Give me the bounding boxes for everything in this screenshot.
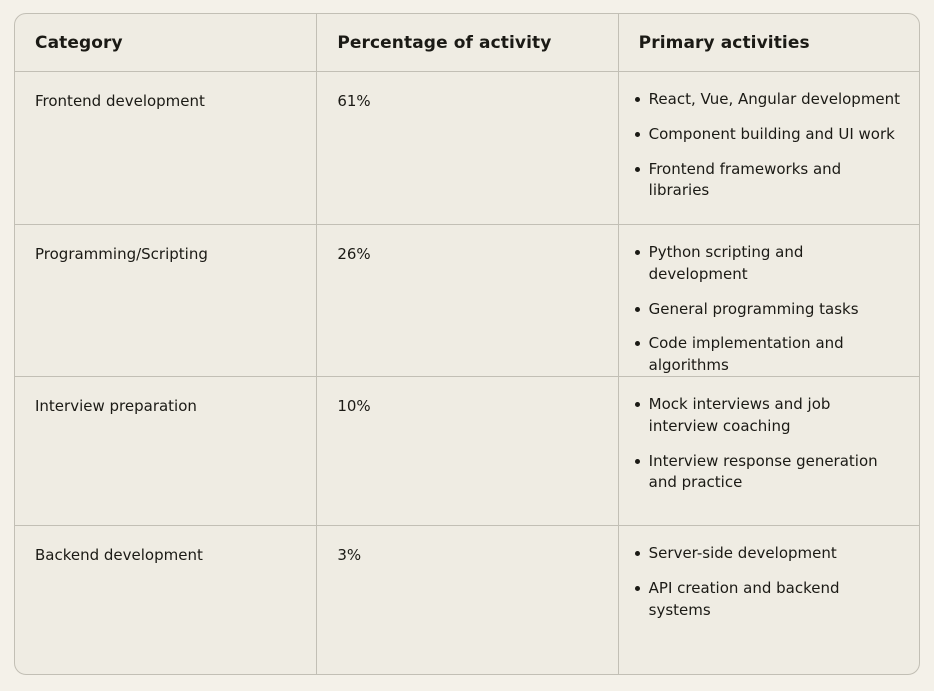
activity-text: React, Vue, Angular development: [648, 90, 901, 108]
list-item: Component building and UI work: [634, 124, 901, 146]
activities-list: Mock interviews and job interview coachi…: [619, 377, 919, 494]
activity-text: General programming tasks: [648, 299, 859, 318]
list-item: Frontend frameworks and libraries: [634, 159, 901, 203]
activities-cell: Mock interviews and job interview coachi…: [617, 377, 919, 525]
list-item: React, Vue, Angular development: [634, 89, 901, 111]
percentage-cell: 61%: [316, 72, 617, 224]
bullet-icon: [634, 402, 640, 407]
header-category: Category: [35, 32, 123, 53]
list-item: Python scripting and development: [634, 242, 901, 286]
header-percentage: Percentage of activity: [316, 14, 617, 71]
list-item: Code implementation and algorithms: [634, 333, 901, 376]
bullet-icon: [634, 306, 640, 312]
bullet-icon: [634, 97, 640, 102]
list-item: Server-side development: [634, 543, 901, 565]
table-row: Interview preparation 10% Mock interview…: [15, 376, 919, 525]
category-cell: Interview preparation: [35, 397, 197, 415]
category-cell: Backend development: [35, 546, 203, 564]
percentage-cell: 10%: [316, 377, 617, 525]
list-item: Interview response generation and practi…: [634, 451, 901, 495]
activity-text: Mock interviews and job interview coachi…: [648, 395, 831, 435]
bullet-icon: [634, 341, 640, 347]
activities-cell: Server-side development API creation and…: [617, 526, 919, 674]
table-header-row: Category Percentage of activity Primary …: [15, 14, 919, 71]
bullet-icon: [634, 458, 640, 464]
table-row: Frontend development 61% React, Vue, Ang…: [15, 71, 919, 224]
activity-text: Interview response generation and practi…: [648, 451, 878, 492]
activity-text: Code implementation and algorithms: [648, 334, 844, 374]
activities-cell: React, Vue, Angular development Componen…: [617, 72, 919, 224]
list-item: General programming tasks: [634, 299, 901, 321]
bullet-icon: [634, 585, 640, 591]
bullet-icon: [634, 131, 640, 137]
header-primary-activities: Primary activities: [617, 14, 919, 71]
bullet-icon: [634, 166, 640, 172]
percentage-cell: 26%: [316, 225, 617, 376]
category-cell: Programming/Scripting: [35, 245, 208, 263]
activities-list: React, Vue, Angular development Componen…: [619, 72, 919, 202]
list-item: API creation and backend systems: [634, 578, 901, 622]
activity-text: Frontend frameworks and libraries: [648, 159, 842, 200]
table-row: Backend development 3% Server-side devel…: [15, 525, 919, 674]
category-cell: Frontend development: [35, 92, 205, 110]
activity-table: Category Percentage of activity Primary …: [14, 13, 920, 675]
activity-text: API creation and backend systems: [648, 578, 840, 619]
percentage-cell: 3%: [316, 526, 617, 674]
activity-text: Server-side development: [648, 544, 837, 562]
table-row: Programming/Scripting 26% Python scripti…: [15, 224, 919, 376]
activities-list: Server-side development API creation and…: [619, 526, 919, 621]
activity-text: Python scripting and development: [648, 243, 804, 283]
activities-list: Python scripting and development General…: [619, 225, 919, 376]
bullet-icon: [634, 250, 640, 255]
activities-cell: Python scripting and development General…: [617, 225, 919, 376]
list-item: Mock interviews and job interview coachi…: [634, 394, 901, 438]
bullet-icon: [634, 551, 640, 556]
activity-text: Component building and UI work: [648, 124, 895, 143]
